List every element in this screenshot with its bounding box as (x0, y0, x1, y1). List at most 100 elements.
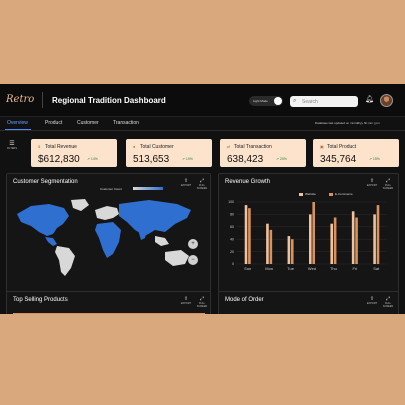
export-button[interactable]: ⇪ EXPORT (365, 296, 379, 305)
bar-ecommerce[interactable] (312, 202, 315, 264)
map-region-central-america[interactable] (45, 237, 57, 246)
map-region-south-america[interactable] (55, 246, 75, 276)
zoom-out-icon[interactable]: − (188, 255, 198, 265)
bar-website[interactable] (266, 223, 269, 264)
map-region-europe[interactable] (95, 206, 119, 220)
map-region-north-america[interactable] (17, 204, 69, 236)
filters-button[interactable]: ☰ FILTERS (6, 140, 18, 150)
export-label: EXPORT (180, 184, 192, 187)
tab-product[interactable]: Product (45, 120, 63, 126)
bar-website[interactable] (373, 214, 376, 264)
panel-title: Mode of Order (225, 297, 264, 303)
kpi-trend-value: 10% (185, 157, 193, 161)
mode-of-order-panel: Mode of Order ⇪ EXPORT ⤢ FULL SCREEN (218, 291, 399, 314)
x-tick-label: Fri (353, 266, 358, 271)
export-button[interactable]: ⇪ EXPORT (179, 178, 193, 187)
bar-website[interactable] (309, 214, 312, 264)
filter-icon: ☰ (9, 141, 15, 147)
fullscreen-button[interactable]: ⤢ FULL SCREEN (381, 296, 395, 308)
fullscreen-icon: ⤢ (199, 296, 204, 302)
x-tick-label: Mon (265, 266, 273, 271)
export-icon: ⇪ (369, 296, 375, 302)
export-label: EXPORT (180, 302, 192, 305)
legend-website-label: Website (305, 192, 316, 196)
top-bar: Retro Regional Tradition Dashboard Light… (0, 84, 405, 117)
fullscreen-button[interactable]: ⤢ FULL SCREEN (195, 296, 209, 308)
bar-website[interactable] (351, 211, 355, 264)
export-button[interactable]: ⇪ EXPORT (179, 296, 193, 305)
y-tick-label: 40 (230, 237, 234, 241)
kpi-value: 345,764 (320, 154, 357, 165)
bar-ecommerce[interactable] (376, 205, 380, 264)
y-tick-label: 60 (230, 225, 234, 229)
bar-ecommerce[interactable] (269, 229, 273, 264)
bar-website[interactable] (287, 236, 291, 264)
map-region-india[interactable] (137, 226, 147, 240)
map-region-asia[interactable] (119, 200, 191, 236)
bar-ecommerce[interactable] (333, 217, 337, 265)
panel-title: Top Selling Products (13, 297, 68, 303)
map-region-southeast-asia[interactable] (155, 236, 169, 246)
kpi-label: Total Transaction (234, 144, 272, 150)
zoom-in-icon[interactable]: + (188, 239, 198, 249)
kpi-trend-value: 14% (90, 157, 98, 161)
x-tick-label: Sat (373, 266, 380, 271)
transaction-icon: ⇄ (227, 144, 231, 149)
light-mode-toggle[interactable]: Light Mode (249, 96, 283, 106)
top-product-bar[interactable] (13, 313, 205, 314)
kpi-total-transaction[interactable]: ⇄ Total Transaction 638,423 ↗ 20% (220, 139, 306, 167)
kpi-label: Total Revenue (45, 144, 77, 150)
bar-ecommerce[interactable] (355, 217, 358, 265)
fullscreen-button[interactable]: ⤢ FULL SCREEN (195, 178, 209, 190)
bar-ecommerce[interactable] (248, 208, 251, 264)
map-region-greenland[interactable] (71, 199, 89, 211)
toggle-knob[interactable] (274, 97, 282, 105)
fullscreen-icon: ⤢ (199, 178, 204, 184)
kpi-trend: ↗ 20% (276, 157, 287, 161)
bar-ecommerce[interactable] (290, 239, 294, 264)
toggle-label: Light Mode (253, 98, 268, 103)
kpi-total-product[interactable]: ▣ Total Product 345,764 ↗ 15% (313, 139, 399, 167)
y-tick-label: 100 (228, 200, 234, 204)
kpi-total-customer[interactable]: ● Total Customer 513,653 ↗ 10% (126, 139, 212, 167)
bar-website[interactable] (330, 223, 334, 264)
product-icon: ▣ (320, 144, 324, 149)
export-button[interactable]: ⇪ EXPORT (365, 178, 379, 187)
fullscreen-button[interactable]: ⤢ FULL SCREEN (381, 178, 395, 190)
kpi-trend-value: 20% (279, 157, 287, 161)
trend-up-icon: ↗ (182, 157, 186, 161)
search-input[interactable]: ⌕ Search (290, 96, 358, 107)
logo-divider (42, 92, 43, 108)
trend-up-icon: ↗ (276, 157, 280, 161)
customer-icon: ● (133, 144, 136, 149)
map-region-australia[interactable] (165, 250, 189, 266)
legend-website: Website (299, 192, 316, 196)
avatar[interactable] (380, 94, 393, 107)
y-tick-label: 20 (230, 250, 234, 254)
bar-website[interactable] (244, 205, 248, 264)
bell-icon[interactable]: 🔔︎ (365, 96, 374, 103)
map-region-africa[interactable] (95, 222, 121, 258)
active-tab-indicator (5, 129, 31, 130)
revenue-growth-chart: 0 20 40 60 80 100 Sun Mon Tue Wed Thu Fri Sat (228, 200, 387, 271)
fullscreen-label: FULL SCREEN (196, 184, 208, 190)
legend-swatch (299, 192, 303, 196)
tab-customer[interactable]: Customer (77, 120, 99, 126)
fullscreen-label: FULL SCREEN (382, 184, 394, 190)
revenue-growth-panel: Revenue Growth ⇪ EXPORT ⤢ FULL SCREEN We… (218, 173, 399, 314)
kpi-label: Total Customer (140, 144, 174, 150)
fullscreen-label: FULL SCREEN (196, 302, 208, 308)
dashboard-screen: Retro Regional Tradition Dashboard Light… (0, 84, 405, 314)
fullscreen-icon: ⤢ (385, 296, 390, 302)
search-icon: ⌕ (293, 97, 297, 104)
search-placeholder: Search (302, 99, 318, 105)
database-updated-text: Database last updated on mm/dd/yy hh:mm … (315, 121, 380, 125)
kpi-total-revenue[interactable]: $ Total Revenue $612,830 ↗ 14% (31, 139, 117, 167)
tab-transaction[interactable]: Transaction (113, 120, 139, 126)
export-icon: ⇪ (369, 178, 375, 184)
export-label: EXPORT (366, 184, 378, 187)
filters-label: FILTERS (6, 147, 18, 150)
page-title: Regional Tradition Dashboard (52, 96, 166, 105)
export-icon: ⇪ (183, 178, 189, 184)
tab-overview[interactable]: Overview (7, 120, 28, 126)
